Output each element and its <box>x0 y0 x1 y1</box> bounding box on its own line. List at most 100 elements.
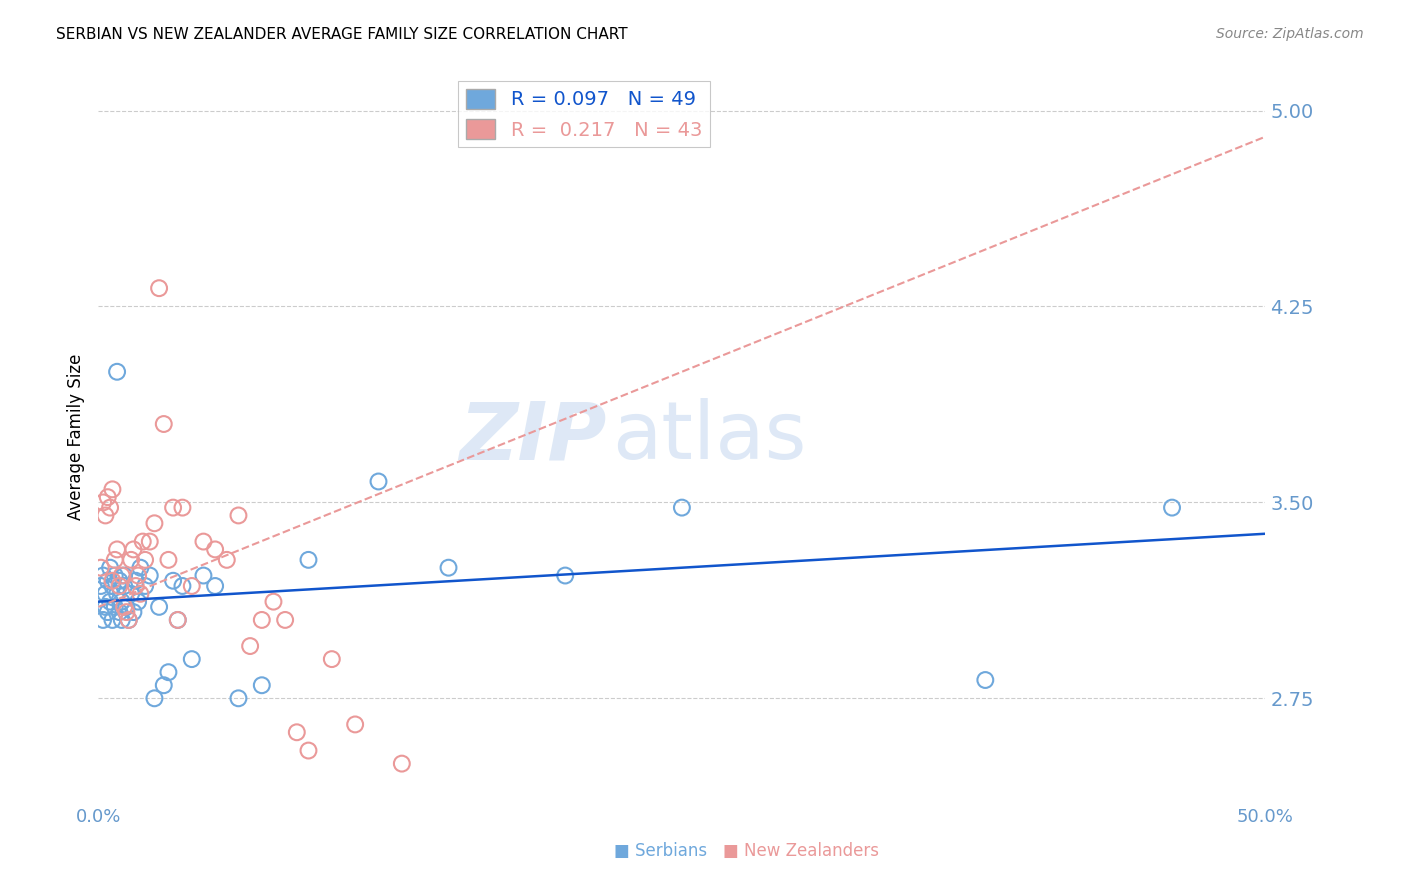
Point <box>391 756 413 771</box>
Point <box>262 595 284 609</box>
Point <box>108 579 131 593</box>
Point <box>101 574 124 588</box>
Point <box>274 613 297 627</box>
Point <box>112 599 135 614</box>
Point <box>111 595 134 609</box>
Point <box>120 553 142 567</box>
Point <box>297 743 319 757</box>
Point <box>94 599 117 614</box>
Point <box>1161 500 1184 515</box>
Point <box>193 568 215 582</box>
Point <box>125 574 148 588</box>
Point <box>554 568 576 582</box>
Point <box>97 574 120 588</box>
Point <box>104 553 127 567</box>
Point <box>91 568 114 582</box>
Point <box>148 599 170 614</box>
Point <box>112 568 135 582</box>
Point <box>239 639 262 653</box>
Point <box>98 560 121 574</box>
Point <box>104 568 127 582</box>
Point <box>127 568 149 582</box>
Point <box>134 579 156 593</box>
Point <box>250 613 273 627</box>
Point <box>162 500 184 515</box>
Point <box>148 281 170 295</box>
Point <box>134 553 156 567</box>
Point <box>157 665 180 680</box>
Text: atlas: atlas <box>612 398 806 476</box>
Point <box>108 605 131 619</box>
Point <box>204 542 226 557</box>
Point <box>118 613 141 627</box>
Point <box>152 417 174 431</box>
Point <box>139 568 162 582</box>
Point <box>250 678 273 692</box>
Point <box>671 500 693 515</box>
Point <box>166 613 188 627</box>
Point <box>108 574 131 588</box>
Point <box>90 579 112 593</box>
Point <box>98 595 121 609</box>
Point <box>166 613 188 627</box>
Point <box>132 534 155 549</box>
Point <box>129 560 152 574</box>
Point <box>172 579 194 593</box>
Point <box>285 725 308 739</box>
Point <box>98 500 121 515</box>
Text: Source: ZipAtlas.com: Source: ZipAtlas.com <box>1216 27 1364 41</box>
Point <box>215 553 238 567</box>
Point <box>122 542 145 557</box>
Point <box>143 691 166 706</box>
Point <box>162 574 184 588</box>
Point <box>105 542 128 557</box>
Point <box>180 652 202 666</box>
Point <box>97 605 120 619</box>
Point <box>111 613 134 627</box>
Text: ZIP: ZIP <box>458 398 606 476</box>
Point <box>94 587 117 601</box>
Point <box>297 553 319 567</box>
Point <box>143 516 166 531</box>
Point <box>367 475 389 489</box>
Point <box>118 613 141 627</box>
Point <box>180 579 202 593</box>
Point <box>101 579 124 593</box>
Point <box>101 483 124 497</box>
Point <box>122 605 145 619</box>
Text: ■ Serbians: ■ Serbians <box>614 842 707 860</box>
Point <box>90 560 112 574</box>
Point <box>115 605 138 619</box>
Point <box>105 365 128 379</box>
Point <box>172 500 194 515</box>
Point <box>101 613 124 627</box>
Point <box>127 595 149 609</box>
Point <box>112 579 135 593</box>
Point <box>157 553 180 567</box>
Point <box>437 560 460 574</box>
Point <box>125 579 148 593</box>
Point <box>91 495 114 509</box>
Point <box>111 568 134 582</box>
Point <box>204 579 226 593</box>
Point <box>129 587 152 601</box>
Point <box>228 508 250 523</box>
Point <box>228 691 250 706</box>
Point <box>91 613 114 627</box>
Point <box>115 599 138 614</box>
Point <box>104 599 127 614</box>
Point <box>94 508 117 523</box>
Point <box>344 717 367 731</box>
Text: SERBIAN VS NEW ZEALANDER AVERAGE FAMILY SIZE CORRELATION CHART: SERBIAN VS NEW ZEALANDER AVERAGE FAMILY … <box>56 27 628 42</box>
Y-axis label: Average Family Size: Average Family Size <box>66 354 84 520</box>
Point <box>97 490 120 504</box>
Point <box>120 587 142 601</box>
Point <box>139 534 162 549</box>
Text: ■ New Zealanders: ■ New Zealanders <box>724 842 879 860</box>
Point <box>974 673 997 687</box>
Point <box>152 678 174 692</box>
Point <box>193 534 215 549</box>
Point <box>321 652 343 666</box>
Point <box>105 587 128 601</box>
Legend: R = 0.097   N = 49, R =  0.217   N = 43: R = 0.097 N = 49, R = 0.217 N = 43 <box>458 81 710 147</box>
